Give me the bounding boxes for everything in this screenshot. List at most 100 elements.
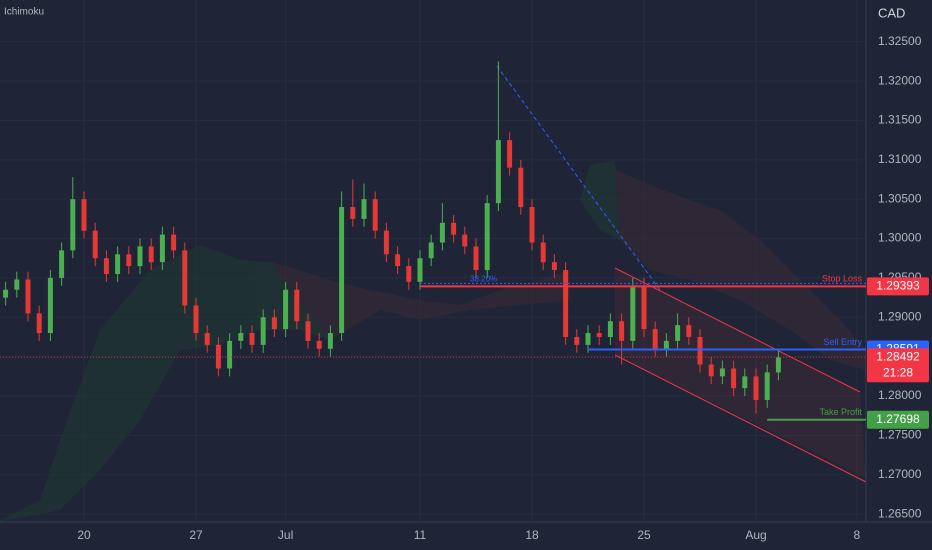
candle-body [3,289,9,298]
candle-body [204,333,210,345]
candle-body [439,222,445,243]
candle-body [585,333,591,345]
candle-body [630,285,636,341]
candle-body [428,242,434,259]
candle-body [148,246,154,263]
fib-label: 38.20% [470,274,497,283]
x-tick-label: 25 [637,528,651,542]
candle-body [182,250,188,306]
candle-body [764,372,770,400]
candle-body [742,376,748,389]
candle-body [697,336,703,365]
candle-body [249,333,255,345]
candle-body [283,289,289,330]
candle-body [619,321,625,341]
candle-body [529,207,535,243]
candle-body [775,357,781,373]
candle-body [271,317,277,330]
candle-body [215,344,221,369]
candle-body [563,270,569,337]
candle-body [327,333,333,349]
candle-body [417,258,423,282]
candle-body [92,230,98,259]
candle-body [708,364,714,377]
y-tick-label: 1.32500 [878,34,922,48]
candle-body [675,325,681,341]
candle-body [59,250,65,278]
candle-body [238,333,244,341]
price-tag-label: 1.27698 [876,412,920,426]
candle-body [663,340,669,349]
candle-body [686,325,692,337]
candle-body [462,234,468,247]
candle-body [339,207,345,334]
countdown-label: 21:28 [883,365,913,379]
x-tick-label: 27 [189,528,203,542]
y-tick-label: 1.32000 [878,73,922,87]
candle-body [316,340,322,349]
candle-body [507,140,513,168]
candle-body [14,279,20,290]
y-tick-label: 1.26500 [878,506,922,520]
candle-body [451,222,457,235]
candle-body [81,199,87,231]
candle-body [193,305,199,334]
last-price-tag [867,348,929,383]
y-tick-label: 1.30500 [878,191,922,205]
price-tag [867,277,929,296]
candle-body [137,246,143,267]
y-tick-label: 1.30000 [878,231,922,245]
candle-body [719,368,725,377]
candle-body [103,258,109,274]
x-tick-label: 8 [853,528,860,542]
candle-body [406,266,412,282]
y-tick-label: 1.31000 [878,152,922,166]
candle-body [596,333,602,337]
candle-body [540,242,546,263]
candle-body [36,313,42,334]
level-name: Stop Loss [822,274,863,284]
candle-body [652,329,658,349]
candle-body [473,246,479,271]
candle-body [159,234,165,263]
candle-body [227,340,233,369]
candle-body [115,254,121,274]
x-tick-label: 20 [77,528,91,542]
candle-body [25,279,31,314]
candle-body [372,199,378,231]
candle-body [484,203,490,271]
candle-body [551,262,557,271]
candle-body [126,254,132,267]
x-tick-label: Jul [278,528,293,542]
candle-body [753,376,759,400]
candle-body [383,230,389,255]
indicator-title: Ichimoku [4,7,44,18]
level-name: Take Profit [819,407,862,417]
y-tick-label: 1.31500 [878,113,922,127]
candle-body [47,277,53,334]
candle-body [260,317,266,345]
candle-body [495,140,501,204]
candle-body [70,199,76,251]
level-name: Sell Entry [823,337,862,347]
y-tick-label: 1.28000 [878,388,922,402]
price-tag [867,410,929,429]
y-tick-label: 1.29000 [878,309,922,323]
candle-body [731,368,737,389]
x-tick-label: Aug [745,528,766,542]
ichimoku-cloud [0,160,866,522]
y-tick-label: 1.27500 [878,428,922,442]
candle-body [171,234,177,251]
candle-body [395,254,401,267]
candle-body [641,285,647,330]
x-tick-label: 11 [414,528,427,542]
candle-body [574,336,580,345]
candle-body [350,207,356,219]
candle-body [305,321,311,341]
candle-body [294,289,300,322]
price-tag-label: 1.29393 [876,279,920,293]
currency-label: CAD [878,5,905,20]
last-price-label: 1.28492 [876,349,920,363]
x-tick-label: 18 [525,528,539,542]
